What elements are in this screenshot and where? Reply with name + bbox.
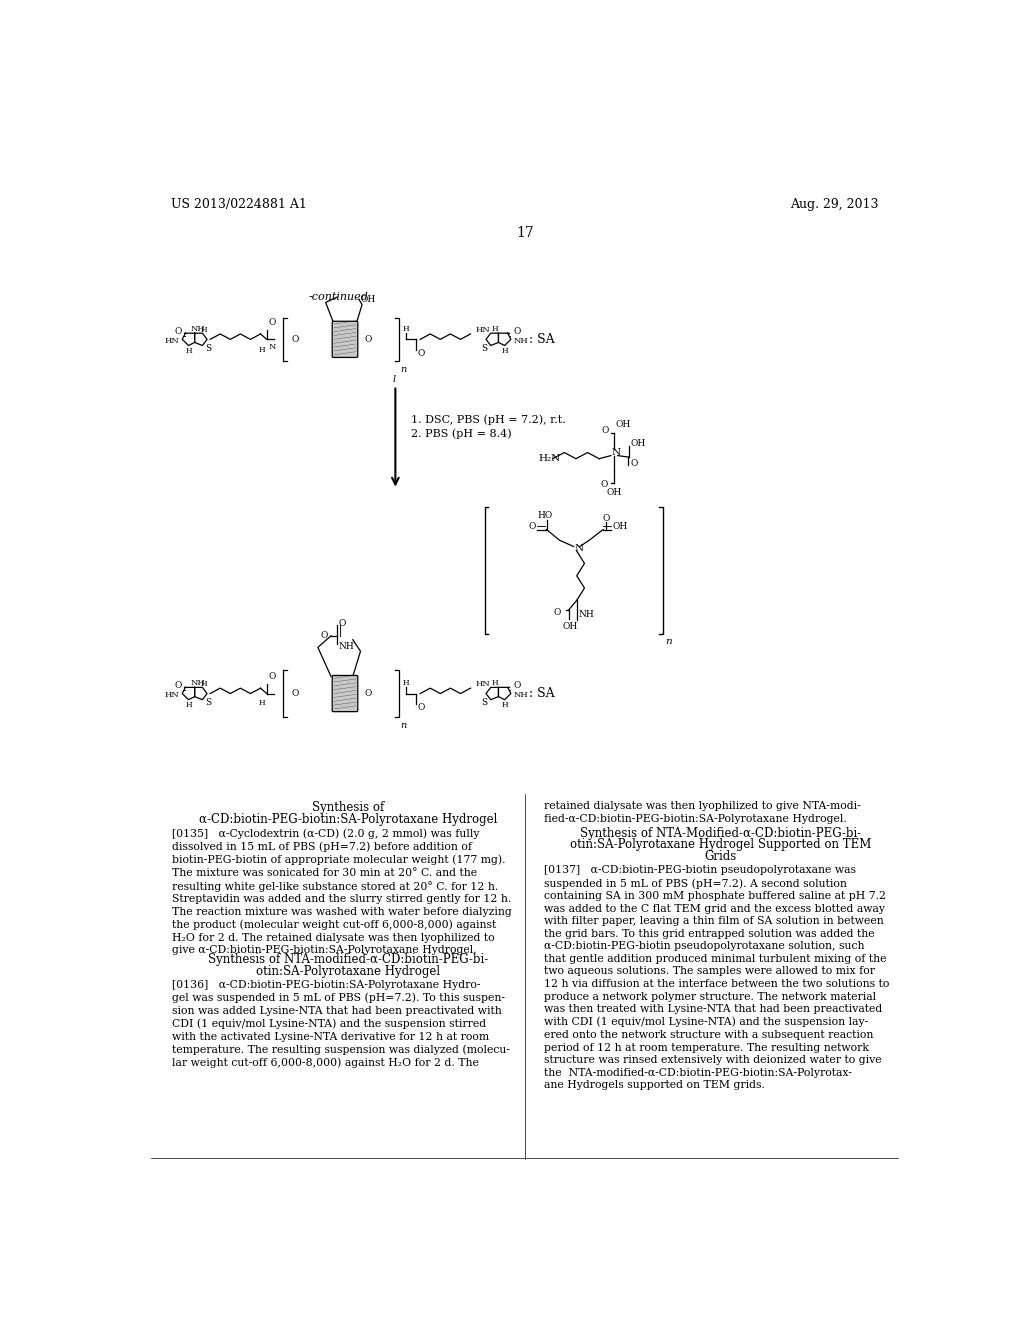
Text: NH: NH <box>514 337 528 345</box>
Text: O: O <box>417 348 425 358</box>
Text: O: O <box>174 327 181 337</box>
Text: Synthesis of NTA-Modified-α-CD:biotin-PEG-bi-: Synthesis of NTA-Modified-α-CD:biotin-PE… <box>580 826 861 840</box>
Text: [0137]   α-CD:biotin-PEG-biotin pseudopolyrotaxane was
suspended in 5 mL of PBS : [0137] α-CD:biotin-PEG-biotin pseudopoly… <box>544 866 890 1090</box>
Text: O: O <box>268 672 275 681</box>
Text: US 2013/0224881 A1: US 2013/0224881 A1 <box>171 198 306 211</box>
Text: OH: OH <box>631 438 646 447</box>
Text: HN: HN <box>476 326 490 334</box>
Text: OH: OH <box>360 294 376 304</box>
Text: O: O <box>365 689 372 698</box>
Text: Synthesis of: Synthesis of <box>312 801 385 814</box>
Text: α-CD:biotin-PEG-biotin:SA-Polyrotaxane Hydrogel: α-CD:biotin-PEG-biotin:SA-Polyrotaxane H… <box>200 813 498 826</box>
Text: HO: HO <box>538 511 553 520</box>
Text: O: O <box>365 335 372 343</box>
Text: OH: OH <box>606 488 622 496</box>
Text: Synthesis of NTA-modified-α-CD:biotin-PEG-bi-: Synthesis of NTA-modified-α-CD:biotin-PE… <box>208 953 488 966</box>
Text: HN: HN <box>476 680 490 688</box>
Text: NH: NH <box>514 692 528 700</box>
Text: S: S <box>481 345 487 352</box>
Text: O: O <box>513 327 520 337</box>
Text: : SA: : SA <box>529 333 555 346</box>
Text: S: S <box>206 698 212 708</box>
Text: : SA: : SA <box>529 686 555 700</box>
Text: HN: HN <box>165 692 179 700</box>
Text: [0136]   α-CD:biotin-PEG-biotin:SA-Polyrotaxane Hydro-
gel was suspended in 5 mL: [0136] α-CD:biotin-PEG-biotin:SA-Polyrot… <box>172 979 510 1068</box>
Text: [0135]   α-Cyclodextrin (α-CD) (2.0 g, 2 mmol) was fully
dissolved in 15 mL of P: [0135] α-Cyclodextrin (α-CD) (2.0 g, 2 m… <box>172 829 512 956</box>
Text: H: H <box>201 326 207 334</box>
Text: 2. PBS (pH = 8.4): 2. PBS (pH = 8.4) <box>411 429 512 440</box>
Text: H: H <box>185 701 191 709</box>
Text: OH: OH <box>563 622 579 631</box>
Text: O: O <box>528 521 536 531</box>
Text: O: O <box>174 681 181 690</box>
Text: O: O <box>268 318 275 327</box>
Text: O: O <box>292 335 299 343</box>
Text: OH: OH <box>612 521 628 531</box>
Text: H: H <box>185 347 191 355</box>
Text: H: H <box>201 680 207 688</box>
Text: H: H <box>259 698 265 706</box>
Text: NH: NH <box>190 678 205 686</box>
Text: NH: NH <box>190 325 205 333</box>
Text: -continued: -continued <box>309 292 369 301</box>
FancyBboxPatch shape <box>332 321 357 358</box>
Text: 1. DSC, PBS (pH = 7.2), r.t.: 1. DSC, PBS (pH = 7.2), r.t. <box>411 414 565 425</box>
Text: O: O <box>513 681 520 690</box>
Text: otin:SA-Polyrotaxane Hydrogel: otin:SA-Polyrotaxane Hydrogel <box>256 965 440 978</box>
Text: Aug. 29, 2013: Aug. 29, 2013 <box>791 198 879 211</box>
Text: O: O <box>600 480 607 490</box>
FancyBboxPatch shape <box>332 676 357 711</box>
Text: otin:SA-Polyrotaxane Hydrogel Supported on TEM: otin:SA-Polyrotaxane Hydrogel Supported … <box>569 838 871 851</box>
Text: H: H <box>502 347 508 355</box>
Text: n: n <box>400 721 408 730</box>
Text: H: H <box>402 678 410 686</box>
Text: O: O <box>417 704 425 711</box>
Text: N: N <box>574 544 584 553</box>
Text: N: N <box>611 447 621 457</box>
Text: O: O <box>602 515 610 523</box>
Text: O: O <box>321 631 328 640</box>
Text: H: H <box>502 701 508 709</box>
Text: O: O <box>554 609 561 618</box>
Text: Grids: Grids <box>705 850 736 863</box>
Text: H: H <box>402 325 410 333</box>
Text: H: H <box>493 325 499 333</box>
Text: O: O <box>292 689 299 698</box>
Text: NH: NH <box>579 610 594 619</box>
Text: O: O <box>602 426 609 436</box>
Text: H: H <box>493 678 499 686</box>
Text: OH: OH <box>615 420 631 429</box>
Text: H: H <box>259 346 265 354</box>
Text: O: O <box>339 619 346 628</box>
Text: H₂N: H₂N <box>539 454 561 463</box>
Text: NH: NH <box>339 642 354 651</box>
Text: n: n <box>665 638 672 647</box>
Text: l: l <box>392 375 395 384</box>
Text: HN: HN <box>165 337 179 345</box>
Text: O: O <box>631 459 638 467</box>
Text: n: n <box>400 364 408 374</box>
Text: 17: 17 <box>516 226 534 240</box>
Text: S: S <box>481 698 487 708</box>
Text: S: S <box>206 345 212 352</box>
Text: N: N <box>268 343 275 351</box>
Text: retained dialysate was then lyophilized to give NTA-modi-
fied-α-CD:biotin-PEG-b: retained dialysate was then lyophilized … <box>544 801 861 824</box>
